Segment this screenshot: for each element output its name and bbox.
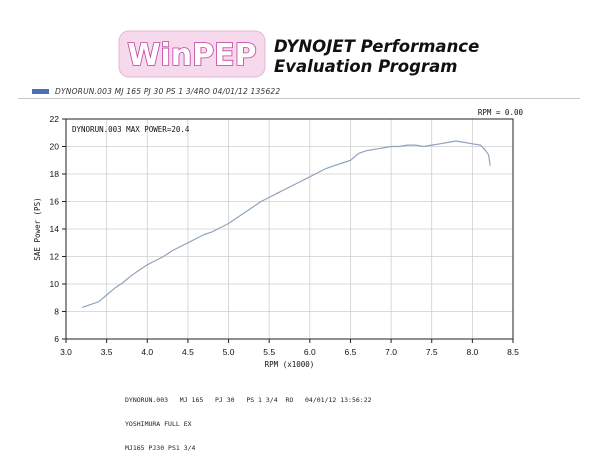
y-axis-label: SAE Power (PS) — [33, 197, 42, 260]
y-tick-label: 8 — [54, 307, 59, 317]
notes-line-2: YOSHIMURA FULL EX — [125, 420, 192, 428]
x-tick-label: 7.5 — [426, 347, 438, 357]
y-tick-label: 18 — [50, 169, 60, 179]
power-curve — [82, 140, 491, 308]
x-tick-label: 4.5 — [182, 347, 194, 357]
x-axis-label: RPM (x1000) — [265, 360, 315, 369]
divider — [18, 98, 580, 99]
x-tick-label: 4.0 — [141, 347, 153, 357]
notes-line-1: DYNORUN.003 MJ 165 PJ 30 PS 1 3/4 RO 04/… — [125, 396, 372, 404]
y-tick-label: 16 — [50, 197, 60, 207]
x-tick-label: 3.0 — [60, 347, 72, 357]
y-tick-label: 10 — [50, 279, 60, 289]
y-tick-label: 14 — [50, 224, 60, 234]
x-tick-label: 8.5 — [507, 347, 519, 357]
x-tick-label: 3.5 — [101, 347, 113, 357]
y-tick-label: 6 — [54, 334, 59, 344]
heading-line-2: Evaluation Program — [274, 57, 458, 76]
x-tick-label: 5.5 — [263, 347, 275, 357]
rpm-readout: RPM = 0.00 — [478, 108, 524, 117]
logo-text: WinPEP — [127, 38, 256, 73]
x-tick-label: 7.0 — [385, 347, 397, 357]
chart-title: DYNORUN.003 MAX POWER=20.4 — [72, 125, 190, 134]
run-notes: DYNORUN.003 MJ 165 PJ 30 PS 1 3/4 RO 04/… — [125, 380, 372, 460]
grid — [65, 118, 514, 340]
winpep-logo: WinPEP — [118, 30, 266, 78]
x-tick-label: 8.0 — [466, 347, 478, 357]
dyno-chart: 3.0 3.5 4.0 4.5 5.0 5.5 6.0 6.5 7.0 7.5 8.0 8.5 6 8 10… — [33, 108, 524, 369]
legend-label: DYNORUN.003 MJ 165 PJ 30 PS 1 3/4RO 04/0… — [55, 87, 281, 96]
legend: DYNORUN.003 MJ 165 PJ 30 PS 1 3/4RO 04/0… — [32, 87, 280, 96]
notes-line-3: MJ165 PJ30 PS1 3/4 — [125, 444, 196, 452]
y-tick-label: 22 — [50, 114, 60, 124]
axes: 3.0 3.5 4.0 4.5 5.0 5.5 6.0 6.5 7.0 7.5 8.0 8.5 6 8 10… — [50, 114, 520, 357]
x-tick-label: 6.5 — [345, 347, 357, 357]
program-heading: DYNOJET Performance Evaluation Program — [274, 37, 479, 77]
x-tick-label: 5.0 — [223, 347, 235, 357]
y-tick-label: 12 — [50, 252, 60, 262]
x-tick-label: 6.0 — [304, 347, 316, 357]
y-tick-label: 20 — [50, 142, 60, 152]
legend-swatch — [32, 89, 49, 94]
heading-line-1: DYNOJET Performance — [274, 37, 480, 56]
